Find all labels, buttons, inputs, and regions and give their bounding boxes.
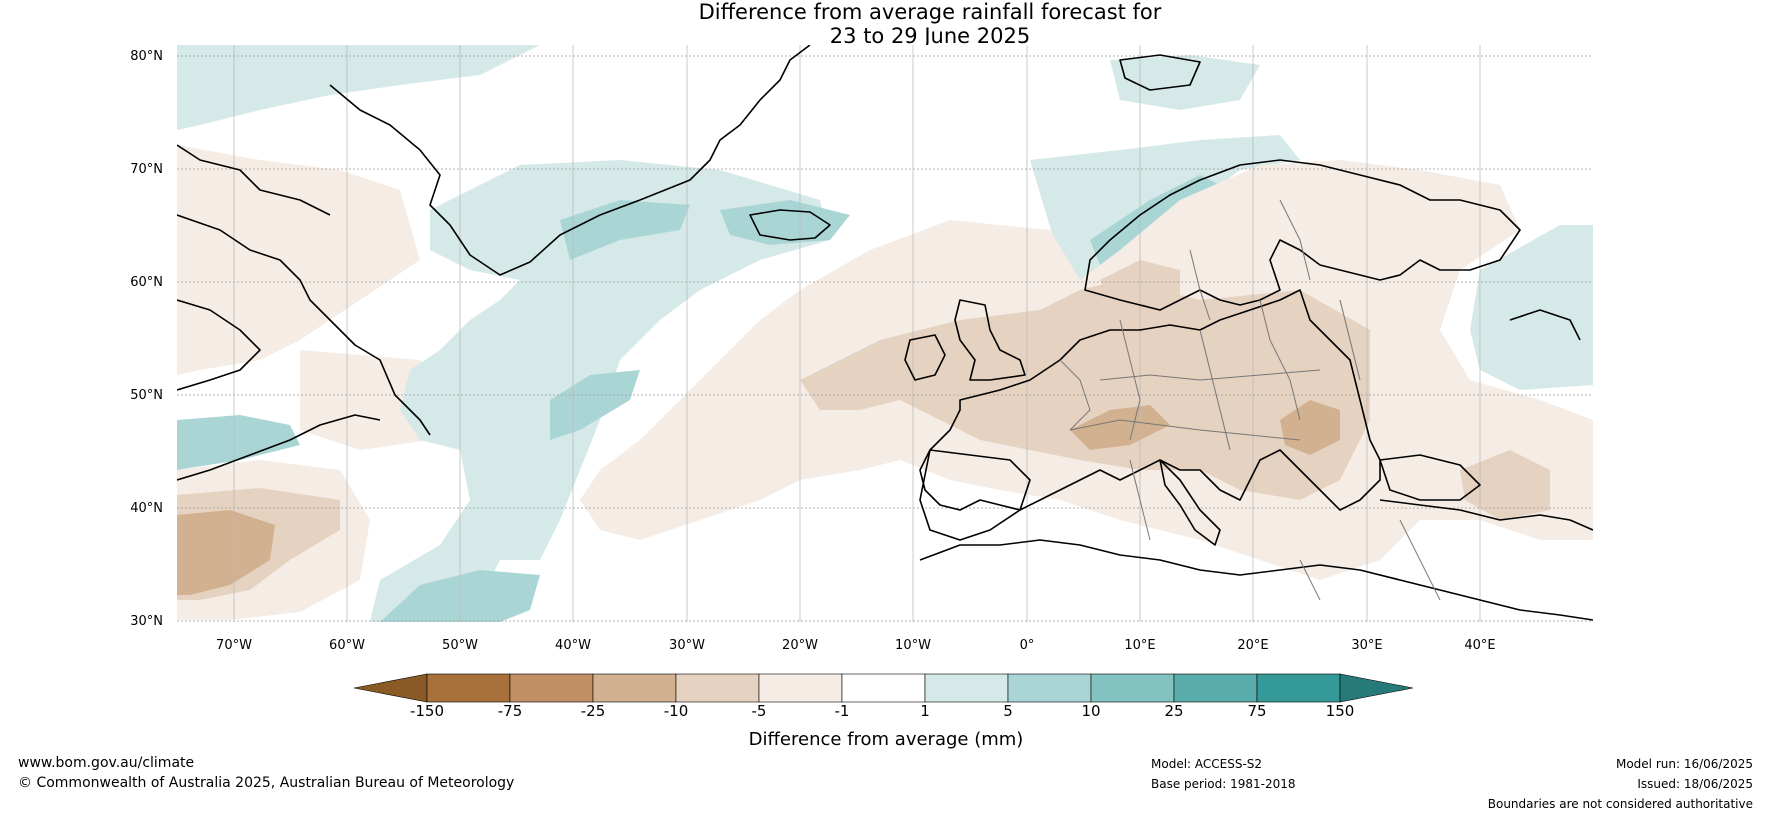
lat-label-30n: 30°N [130, 614, 163, 629]
anomaly-dry-central-europe [800, 280, 1370, 500]
anomaly-dry-romania [1280, 400, 1340, 455]
coast-caspian [1509, 309, 1581, 341]
lon-label-40e: 40°E [1464, 638, 1495, 653]
anomaly-dry-us-east-core [177, 510, 275, 595]
model-run-date: Model run: 16/06/2025 [1615, 757, 1753, 771]
lon-label-20w: 20°W [782, 638, 818, 653]
lon-label-0: 0° [1020, 638, 1035, 653]
anomaly-wet-gulf-st-lawrence [177, 415, 300, 470]
anomaly-dry-turkey [1460, 450, 1550, 520]
anomaly-wet-svalbard [1110, 55, 1260, 110]
colorbar-tick-label: -5 [752, 702, 767, 720]
colorbar-tick-label: 150 [1326, 702, 1355, 720]
coast-iceland [749, 209, 831, 241]
coast-baffin [177, 144, 331, 216]
copyright-text: © Commonwealth of Australia 2025, Austra… [18, 775, 515, 791]
website-link[interactable]: www.bom.gov.au/climate [18, 755, 195, 771]
model-name: Model: ACCESS-S2 [1151, 757, 1263, 771]
graticule [177, 45, 1593, 622]
coast-svalbard [1119, 54, 1201, 91]
title-line-2: 23 to 29 June 2025 [829, 24, 1031, 48]
colorbar-tick-label: -150 [410, 702, 444, 720]
coast-iberia [919, 449, 1031, 541]
title-line-1: Difference from average rainfall forecas… [698, 0, 1162, 24]
lon-label-20e: 20°E [1237, 638, 1268, 653]
colorbar-tick-label: 1 [920, 702, 930, 720]
anomaly-wet-caspian [1470, 225, 1593, 390]
colorbar-swatch [509, 673, 594, 703]
colorbar-extend-low [353, 673, 428, 703]
lon-label-10e: 10°E [1124, 638, 1155, 653]
coast-us-east [177, 414, 381, 481]
coast-labrador [177, 214, 431, 436]
colorbar-swatch [1007, 673, 1092, 703]
colorbar-swatch [592, 673, 677, 703]
coast-british-isles [904, 299, 1026, 381]
longitude-labels: 70°W 60°W 50°W 40°W 30°W 20°W 10°W 0° 10… [216, 638, 1496, 653]
coastlines [177, 45, 1593, 621]
anomaly-dry-canada-north [177, 145, 420, 375]
coast-scandinavia [1084, 159, 1521, 311]
lon-label-30w: 30°W [669, 638, 705, 653]
coast-turkey [1379, 499, 1593, 531]
map-title: Difference from average rainfall forecas… [0, 0, 1770, 48]
map-area [177, 45, 1593, 622]
coast-hudson [177, 299, 261, 391]
colorbar-swatch [924, 673, 1009, 703]
lon-label-30e: 30°E [1351, 638, 1382, 653]
lon-label-40w: 40°W [555, 638, 591, 653]
lon-label-50w: 50°W [442, 638, 478, 653]
coast-north-africa [919, 539, 1593, 621]
colorbar-tick-label: -75 [498, 702, 523, 720]
colorbar-extend-high [1339, 673, 1414, 703]
lon-label-60w: 60°W [329, 638, 365, 653]
lat-label-40n: 40°N [130, 501, 163, 516]
colorbar-tick-label: 10 [1081, 702, 1100, 720]
colorbar-swatch [841, 673, 926, 703]
coast-black-sea [1379, 454, 1481, 501]
colorbar-tick-label: -10 [664, 702, 689, 720]
boundaries-disclaimer: Boundaries are not considered authoritat… [1487, 797, 1753, 811]
lat-label-50n: 50°N [130, 388, 163, 403]
colorbar-swatch [675, 673, 760, 703]
colorbar-swatch [1256, 673, 1341, 703]
colorbar-tick-label: 75 [1247, 702, 1266, 720]
colorbar-tick-label: 5 [1003, 702, 1013, 720]
coast-greenland [329, 45, 811, 276]
lon-label-70w: 70°W [216, 638, 252, 653]
colorbar-swatch [1090, 673, 1175, 703]
colorbar-label: Difference from average (mm) [749, 729, 1024, 750]
anomaly-dry-alps [1070, 405, 1170, 450]
colorbar-swatch [1173, 673, 1258, 703]
latitude-labels: 80°N 70°N 60°N 50°N 40°N 30°N [130, 49, 163, 629]
lat-label-80n: 80°N [130, 49, 163, 64]
anomaly-wet-atlantic-core [560, 200, 690, 260]
lat-label-60n: 60°N [130, 275, 163, 290]
colorbar-swatch [426, 673, 511, 703]
lon-label-10w: 10°W [895, 638, 931, 653]
colorbar-tick-label: -1 [835, 702, 850, 720]
colorbar-tick-label: 25 [1164, 702, 1183, 720]
colorbar-swatch [758, 673, 843, 703]
anomaly-wet-atlantic-mid [550, 370, 640, 440]
colorbar-tick-label: -25 [581, 702, 606, 720]
lat-label-70n: 70°N [130, 162, 163, 177]
anomaly-wet-greenland-north [177, 45, 540, 130]
coast-italy [1159, 459, 1221, 546]
colorbar: -150 -75 -25 -10 -5 -1 1 5 10 25 75 150 [353, 673, 1414, 720]
base-period: Base period: 1981-2018 [1151, 777, 1296, 791]
country-borders [1059, 199, 1441, 601]
anomaly-wet-iceland [720, 200, 850, 245]
issued-date: Issued: 18/06/2025 [1637, 777, 1753, 791]
